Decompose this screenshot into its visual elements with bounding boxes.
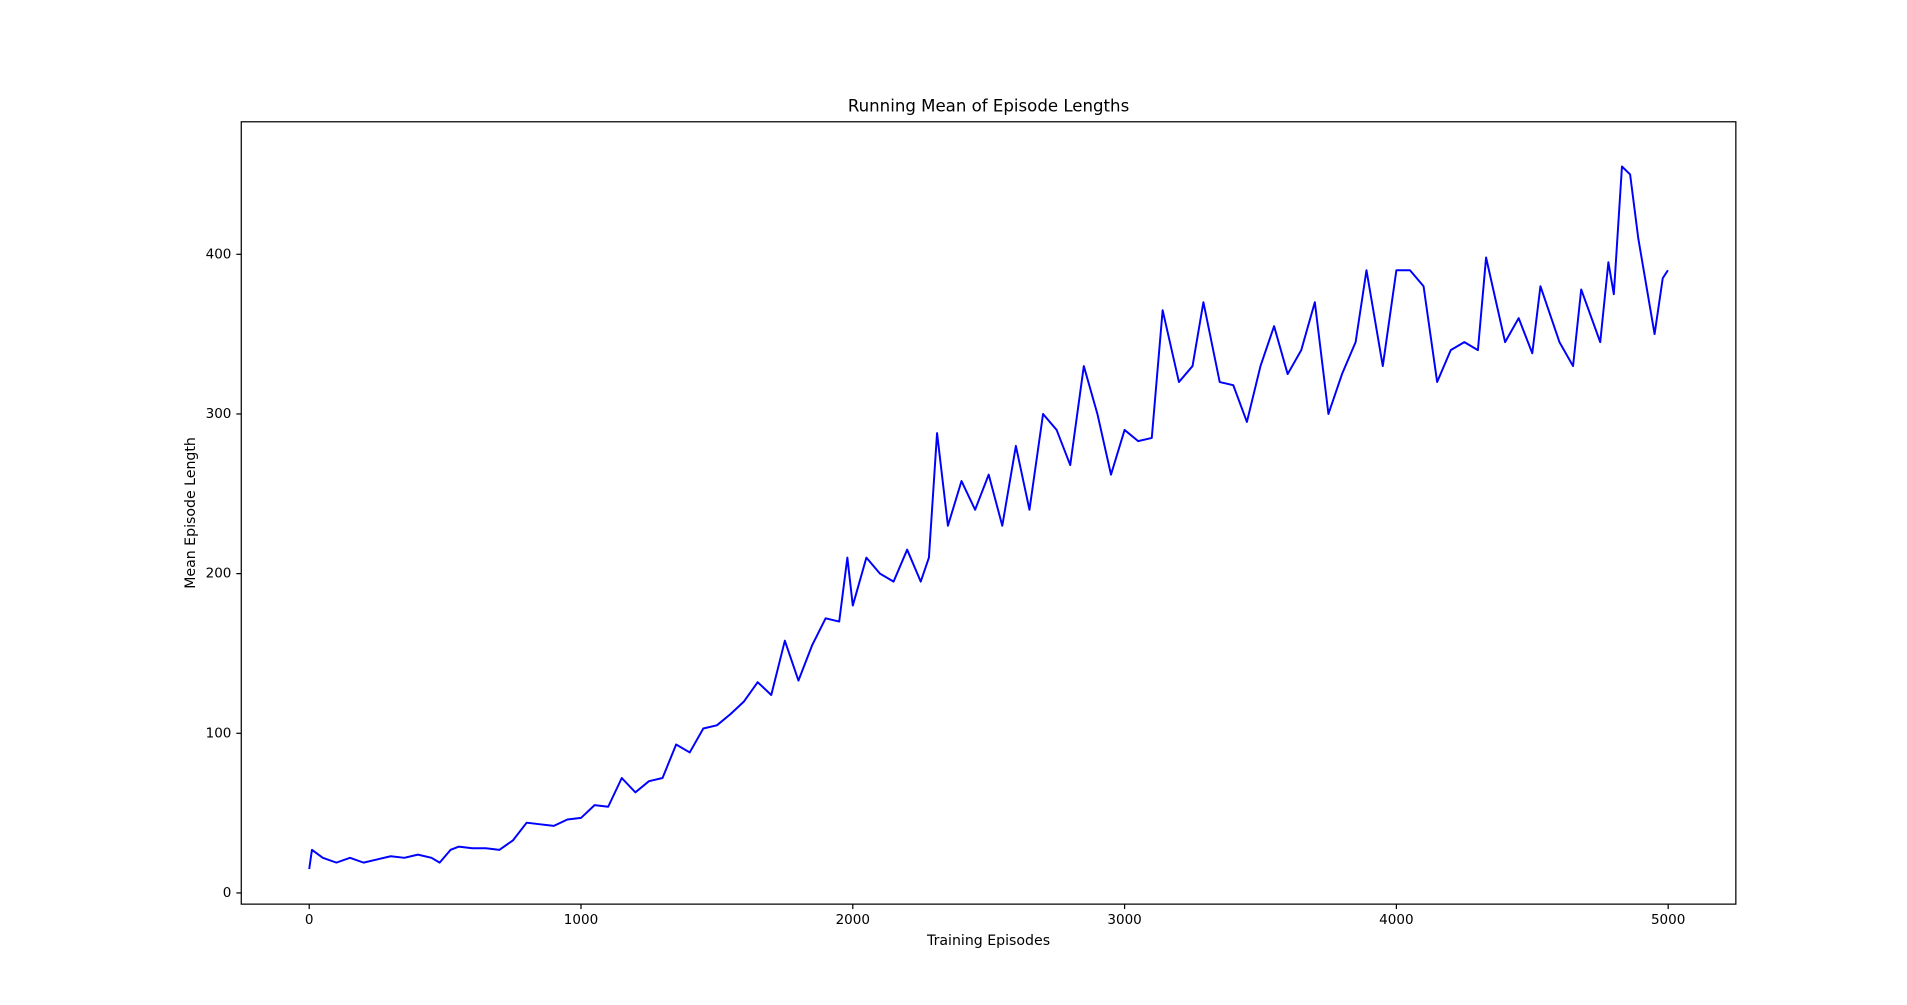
plot-frame — [240, 121, 1737, 905]
x-tick-label: 0 — [305, 912, 314, 928]
x-tick-label: 1000 — [564, 912, 598, 928]
data-line — [308, 165, 1669, 870]
x-tick-label: 3000 — [1107, 912, 1141, 928]
x-tick-label: 5000 — [1651, 912, 1685, 928]
y-axis-label: Mean Episode Length — [183, 437, 199, 589]
y-tick-label: 200 — [206, 566, 232, 582]
x-axis-label: Training Episodes — [926, 933, 1050, 949]
y-tick-label: 100 — [206, 725, 232, 741]
y-tick-label: 400 — [206, 246, 232, 262]
x-tick-label: 2000 — [836, 912, 870, 928]
chart-title: Running Mean of Episode Lengths — [848, 97, 1129, 116]
x-tick-label: 4000 — [1379, 912, 1413, 928]
y-tick-label: 300 — [206, 406, 232, 422]
y-tick-label: 0 — [223, 885, 232, 901]
